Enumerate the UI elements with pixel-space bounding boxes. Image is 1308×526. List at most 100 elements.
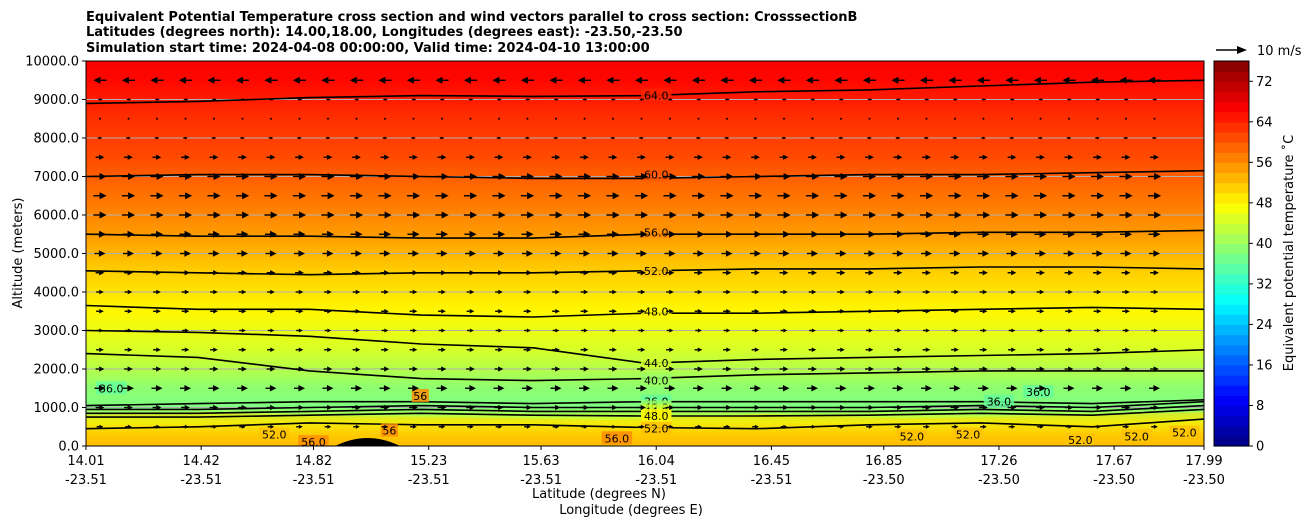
- wind-vector: [1033, 192, 1048, 200]
- colorbar-tick-label: 0: [1256, 440, 1264, 455]
- contour-label: 36.0: [987, 396, 1012, 409]
- wind-vector: [178, 76, 193, 84]
- wind-vector: [266, 270, 276, 276]
- wind-vector: [1119, 173, 1133, 180]
- contour-label-bg: [641, 225, 672, 239]
- wind-vector: [923, 424, 930, 429]
- colorbar-step: [1214, 142, 1249, 153]
- wind-vector: [266, 154, 276, 160]
- contour-label: 56.0: [301, 436, 326, 449]
- wind-vector: [522, 384, 533, 392]
- colorbar-step: [1214, 121, 1249, 133]
- wind-vector: [951, 289, 959, 295]
- wind-vector: [834, 230, 848, 238]
- wind-vector: [922, 404, 931, 411]
- wind-vector: [264, 173, 278, 180]
- contour-label: 52.0: [956, 428, 981, 441]
- colorbar-ticks: 0 8 16 24 32 40 48 56 64 72: [1249, 75, 1273, 455]
- wind-vector: [665, 270, 675, 276]
- wind-vector: [494, 404, 504, 411]
- wind-vector: [811, 117, 814, 120]
- wind-vector: [1119, 76, 1133, 84]
- wind-vector: [464, 230, 477, 238]
- wind-vector: [466, 289, 475, 295]
- wind-vector: [980, 424, 987, 429]
- wind-vector: [919, 211, 934, 219]
- wind-vector: [552, 308, 560, 314]
- contour-label-bg: [641, 167, 672, 181]
- colorbar-step: [1214, 192, 1249, 204]
- wind-vector: [635, 230, 648, 238]
- wind-vector: [582, 136, 587, 140]
- wind-vector: [805, 211, 820, 219]
- colorbar-step: [1214, 172, 1249, 184]
- wind-vector: [154, 136, 160, 140]
- wind-vector: [96, 289, 104, 295]
- wind-vector: [1093, 270, 1102, 276]
- wind-vector: [1065, 308, 1073, 314]
- wind-vector: [295, 270, 304, 276]
- wind-vector: [977, 230, 990, 238]
- wind-vector: [210, 424, 218, 429]
- wind-vector: [465, 384, 476, 392]
- y-tick-label: 1000.0: [34, 401, 80, 416]
- x-tick-lon: -23.51: [180, 473, 222, 488]
- wind-vector: [950, 154, 960, 160]
- wind-vector: [353, 424, 360, 429]
- wind-vector: [808, 404, 817, 411]
- wind-vector: [327, 117, 329, 120]
- wind-vector: [124, 270, 133, 276]
- wind-vector: [152, 404, 162, 411]
- wind-vector: [865, 347, 874, 353]
- wind-vector: [1062, 192, 1076, 200]
- y-tick-label: 8000.0: [34, 132, 80, 147]
- wind-vector: [1033, 211, 1048, 219]
- wind-vector: [752, 328, 759, 333]
- wind-vector: [723, 289, 731, 295]
- wind-vector: [720, 211, 734, 219]
- wind-vector: [1036, 347, 1045, 353]
- wind-vector: [606, 211, 620, 219]
- wind-vector: [779, 404, 789, 411]
- wind-vector: [152, 154, 162, 160]
- wind-vector: [1094, 424, 1101, 429]
- wind-vector: [694, 289, 703, 295]
- wind-vector: [436, 384, 448, 392]
- wind-vector: [949, 250, 961, 257]
- y-axis-label: Altitude (meters): [11, 198, 26, 309]
- colorbar-frame: [1213, 60, 1250, 447]
- wind-vector: [694, 270, 703, 276]
- wind-vector: [807, 384, 818, 392]
- wind-vector: [862, 76, 877, 84]
- colorbar-tick-label: 56: [1256, 156, 1273, 171]
- wind-vector: [408, 250, 419, 257]
- wind-vector: [182, 424, 189, 429]
- wind-vector: [636, 384, 647, 392]
- wind-vector: [412, 117, 415, 120]
- wind-vector: [1121, 366, 1131, 372]
- wind-vector: [1065, 347, 1073, 353]
- contour-label: 48.0: [644, 410, 669, 423]
- wind-vector: [1033, 173, 1048, 180]
- wind-vector: [691, 192, 706, 200]
- wind-vector: [1095, 98, 1100, 101]
- contour-label: 52.0: [900, 430, 925, 443]
- wind-vector: [153, 308, 161, 314]
- colorbar-step: [1214, 425, 1249, 437]
- terrain-blob: [335, 438, 400, 446]
- wind-vector: [411, 98, 416, 101]
- wind-vector: [808, 366, 817, 372]
- wind-vector: [694, 347, 703, 353]
- wind-vector: [894, 308, 902, 314]
- wind-vector: [1122, 347, 1130, 353]
- wind-vector: [93, 173, 107, 180]
- colorbar-step: [1214, 263, 1249, 275]
- wind-vector: [381, 328, 389, 333]
- wind-vector: [410, 328, 417, 333]
- wind-vector: [1123, 136, 1129, 140]
- wind-vector: [637, 404, 646, 411]
- wind-vector: [467, 328, 474, 333]
- wind-vector: [124, 308, 133, 314]
- wind-vector: [237, 384, 248, 392]
- wind-vector: [99, 117, 101, 120]
